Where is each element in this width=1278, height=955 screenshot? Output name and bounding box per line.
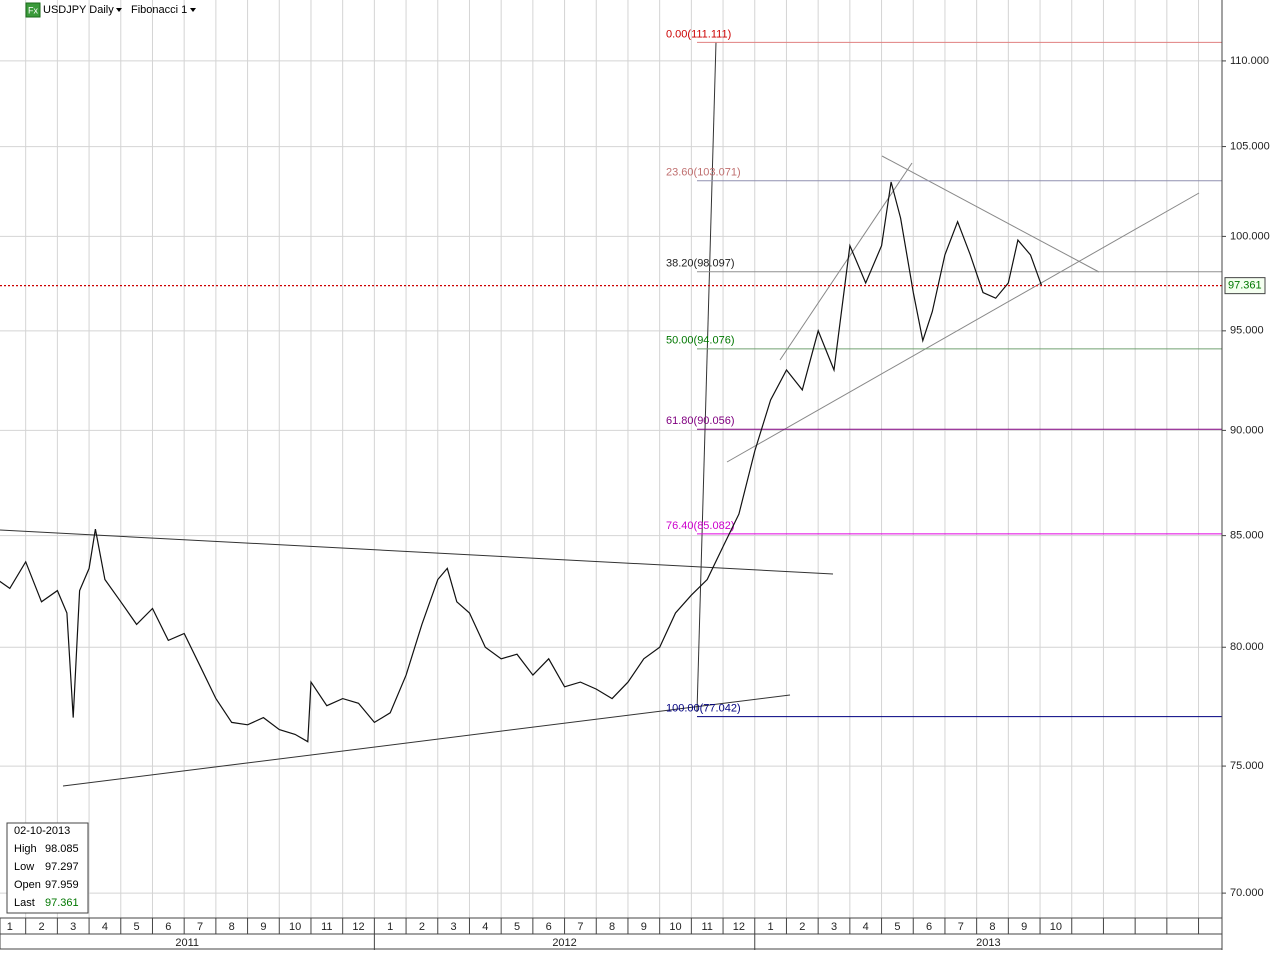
year-label: 2013 [976,937,1000,949]
info-value: 97.959 [45,879,79,891]
dropdown[interactable] [116,8,122,12]
fib-line [696,41,717,713]
x-tick-label: 10 [1050,921,1062,933]
trend-line [881,155,1100,273]
trend-line [0,529,834,575]
x-tick-label: 8 [609,921,615,933]
info-value: 97.297 [45,861,79,873]
symbol[interactable]: USDJPY Daily [43,4,114,16]
x-tick-label: 9 [1021,921,1027,933]
y-tick-label: 100.000 [1230,230,1270,242]
x-tick-label: 5 [894,921,900,933]
dropdown[interactable] [190,8,196,12]
trend-line [62,694,791,787]
y-tick-label: 80.000 [1230,641,1264,653]
x-tick-label: 3 [831,921,837,933]
x-tick-label: 1 [768,921,774,933]
study[interactable]: Fibonacci 1 [131,4,187,16]
trend-line [726,192,1200,463]
x-tick-label: 11 [321,921,332,933]
badge [25,2,41,18]
x-tick-label: 2 [799,921,805,933]
info-label: High [14,843,37,855]
fib-label: 100.00(77.042) [666,703,741,715]
info-value: 97.361 [45,897,79,909]
x-tick-label: 12 [733,921,745,933]
info-date: 02-10-2013 [14,825,70,837]
marks: 0.00(111.111) 23.60(103.071) 38.20(98.097)… [0,28,1222,743]
y-tick-label: 75.000 [1230,760,1264,772]
x-tick-label: 8 [229,921,235,933]
info-value: 98.085 [45,843,79,855]
x-tick-label: 6 [926,921,932,933]
x-tick-label: 1 [7,921,13,933]
info-box [6,822,89,914]
x-tick-label: 7 [577,921,583,933]
x-tick-label: 7 [197,921,203,933]
grid [0,0,1222,918]
fib-label: 0.00(111.111) [666,28,731,40]
y-tick-label: 70.000 [1230,887,1264,899]
y-tick-label: 85.000 [1230,530,1264,542]
x-tick-label: 8 [989,921,995,933]
x-tick-label: 2 [419,921,425,933]
y-tick-label: 105.000 [1230,140,1270,152]
x-tick-label: 6 [546,921,552,933]
x-tick-label: 9 [260,921,266,933]
year-label: 2011 [175,937,199,949]
x-tick-label: 3 [451,921,457,933]
x-tick-label: 6 [165,921,171,933]
trend-line [779,162,913,361]
last-price-label: 97.361 [1228,280,1262,292]
x-tick-label: 4 [482,921,488,933]
fib-label: 23.60(103.071) [666,167,741,179]
info-label: Low [14,861,34,873]
fib-label: 61.80(90.056) [666,415,735,427]
fib-label: 38.20(98.097) [666,258,735,270]
info-label: Last [14,897,35,909]
x-tick-label: 10 [289,921,301,933]
fib-label: 50.00(94.076) [666,335,735,347]
badge-text: Fx [28,5,38,15]
x-tick-label: 4 [102,921,108,933]
axes: 70.000 75.000 80.000 85.000 90.000 95.000 100.… [7,55,1270,950]
x-tick-label: 5 [514,921,520,933]
x-tick-label: 7 [958,921,964,933]
fib-label: 76.40(85.082) [666,520,735,532]
x-tick-label: 2 [38,921,44,933]
year-label: 2012 [552,937,576,949]
x-tick-label: 4 [863,921,869,933]
y-tick-label: 110.000 [1230,55,1269,67]
x-tick-label: 9 [641,921,647,933]
x-tick-label: 10 [669,921,681,933]
x-tick-label: 3 [70,921,76,933]
x-tick-label: 1 [387,921,393,933]
x-tick-label: 5 [134,921,140,933]
info-label: Open [14,879,41,891]
price-line [0,181,1043,743]
y-tick-label: 95.000 [1230,325,1264,337]
x-tick-label: 11 [701,921,712,933]
x-tick-label: 12 [352,921,364,933]
info-rows: High 98.085 Low 97.297 Open 97.959 Last 97.361 [14,843,79,909]
plot-area [0,0,1222,918]
last-price-box [1224,277,1266,295]
y-tick-label: 90.000 [1230,424,1264,436]
